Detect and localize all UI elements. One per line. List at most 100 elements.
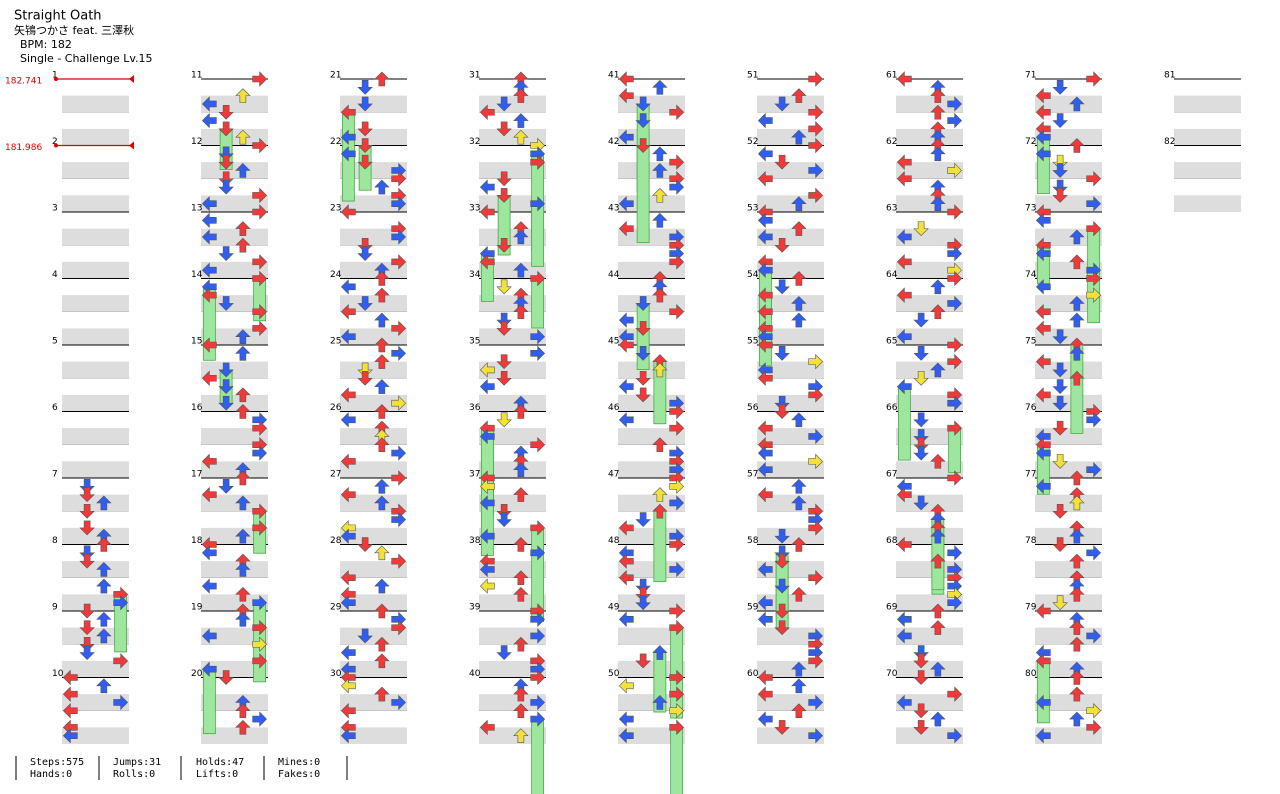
measure-number: 78 bbox=[1025, 536, 1037, 546]
arrow bbox=[774, 279, 790, 295]
beat-band bbox=[618, 394, 685, 412]
beat-band bbox=[479, 527, 546, 545]
beat-band bbox=[201, 627, 268, 645]
beat-band bbox=[896, 660, 963, 678]
hold bbox=[636, 145, 650, 243]
bpm: BPM: 182 bbox=[20, 38, 72, 51]
stat: Fakes:0 bbox=[278, 769, 320, 780]
beat-band bbox=[757, 295, 824, 312]
measure-number: 71 bbox=[1025, 71, 1036, 81]
beat-band bbox=[1035, 328, 1102, 345]
beat-band bbox=[757, 660, 824, 678]
measure-number: 81 bbox=[1164, 71, 1175, 81]
stat: Rolls:0 bbox=[113, 769, 155, 780]
measure-number: 58 bbox=[747, 536, 759, 546]
arrow bbox=[913, 345, 929, 361]
beat-band bbox=[618, 627, 685, 645]
beat-band bbox=[1035, 461, 1102, 478]
measure-number: 12 bbox=[191, 137, 202, 147]
beat-band bbox=[62, 561, 129, 578]
measure-number: 18 bbox=[191, 536, 203, 546]
arrow bbox=[913, 412, 929, 428]
beat-band bbox=[479, 128, 546, 146]
beat-band bbox=[896, 394, 963, 412]
beat-band bbox=[1035, 594, 1102, 611]
arrow bbox=[79, 645, 95, 661]
measure-number: 63 bbox=[886, 204, 897, 214]
beat-band bbox=[757, 162, 824, 179]
arrow bbox=[96, 578, 112, 594]
measure-number: 33 bbox=[469, 204, 480, 214]
arrow bbox=[896, 71, 912, 87]
bpm-dot bbox=[54, 143, 58, 148]
beat-band bbox=[896, 428, 963, 445]
arrow bbox=[252, 71, 268, 87]
measure-number: 49 bbox=[608, 603, 620, 613]
beat-band bbox=[479, 162, 546, 179]
beat-band bbox=[896, 195, 963, 212]
beat-band bbox=[201, 128, 268, 146]
beat-band bbox=[896, 162, 963, 179]
beat-band bbox=[340, 494, 407, 512]
measure-number: 73 bbox=[1025, 204, 1036, 214]
beat-band bbox=[618, 228, 685, 246]
measure-number: 11 bbox=[191, 71, 202, 81]
beat-band bbox=[479, 627, 546, 645]
measure-number: 66 bbox=[886, 403, 898, 413]
measure-number: 72 bbox=[1025, 137, 1036, 147]
beat-band bbox=[62, 660, 129, 678]
beat-band bbox=[201, 727, 268, 744]
arrow bbox=[652, 146, 668, 162]
hold bbox=[531, 203, 545, 267]
beat-band bbox=[896, 727, 963, 744]
arrow bbox=[340, 678, 356, 694]
beat-band bbox=[62, 594, 129, 611]
beat-band bbox=[201, 228, 268, 246]
measure-number: 70 bbox=[886, 669, 898, 679]
measure-number: 43 bbox=[608, 204, 619, 214]
arrow bbox=[340, 645, 356, 661]
measure-number: 23 bbox=[330, 204, 341, 214]
arrow bbox=[96, 678, 112, 694]
measure-number: 64 bbox=[886, 270, 898, 280]
beat-band bbox=[201, 361, 268, 379]
measure-number: 34 bbox=[469, 270, 481, 280]
beat-band bbox=[757, 594, 824, 611]
measure-number: 13 bbox=[191, 204, 202, 214]
arrow bbox=[1052, 79, 1068, 95]
measure-number: 53 bbox=[747, 204, 758, 214]
arrow bbox=[201, 113, 217, 129]
measure-number: 44 bbox=[608, 270, 620, 280]
arrow bbox=[757, 212, 773, 228]
arrow bbox=[757, 445, 773, 461]
song-title: Straight Oath bbox=[14, 9, 102, 24]
measure-number: 5 bbox=[52, 337, 58, 347]
stat: Mines:0 bbox=[278, 757, 320, 768]
measure-number: 31 bbox=[469, 71, 480, 81]
beat-band bbox=[62, 261, 129, 279]
measure-number: 26 bbox=[330, 403, 342, 413]
arrow bbox=[374, 312, 390, 328]
beat-band bbox=[62, 627, 129, 645]
beat-band bbox=[340, 394, 407, 412]
measure-number: 60 bbox=[747, 669, 759, 679]
beat-band bbox=[201, 461, 268, 478]
arrow bbox=[1086, 545, 1102, 561]
stat: Jumps:31 bbox=[113, 757, 161, 768]
stat: Holds:47 bbox=[196, 757, 244, 768]
measure-number: 80 bbox=[1025, 669, 1037, 679]
measure-number: 1 bbox=[52, 71, 58, 81]
beat-band bbox=[201, 162, 268, 179]
arrow bbox=[757, 146, 773, 162]
hold bbox=[670, 726, 684, 794]
measure-number: 21 bbox=[330, 71, 341, 81]
arrow bbox=[618, 611, 634, 627]
beat-band bbox=[757, 627, 824, 645]
beat-band bbox=[618, 295, 685, 312]
beat-band bbox=[340, 594, 407, 611]
arrow bbox=[791, 678, 807, 694]
arrow bbox=[1086, 71, 1102, 87]
beat-band bbox=[340, 561, 407, 578]
arrow bbox=[791, 412, 807, 428]
beat-band bbox=[479, 694, 546, 711]
